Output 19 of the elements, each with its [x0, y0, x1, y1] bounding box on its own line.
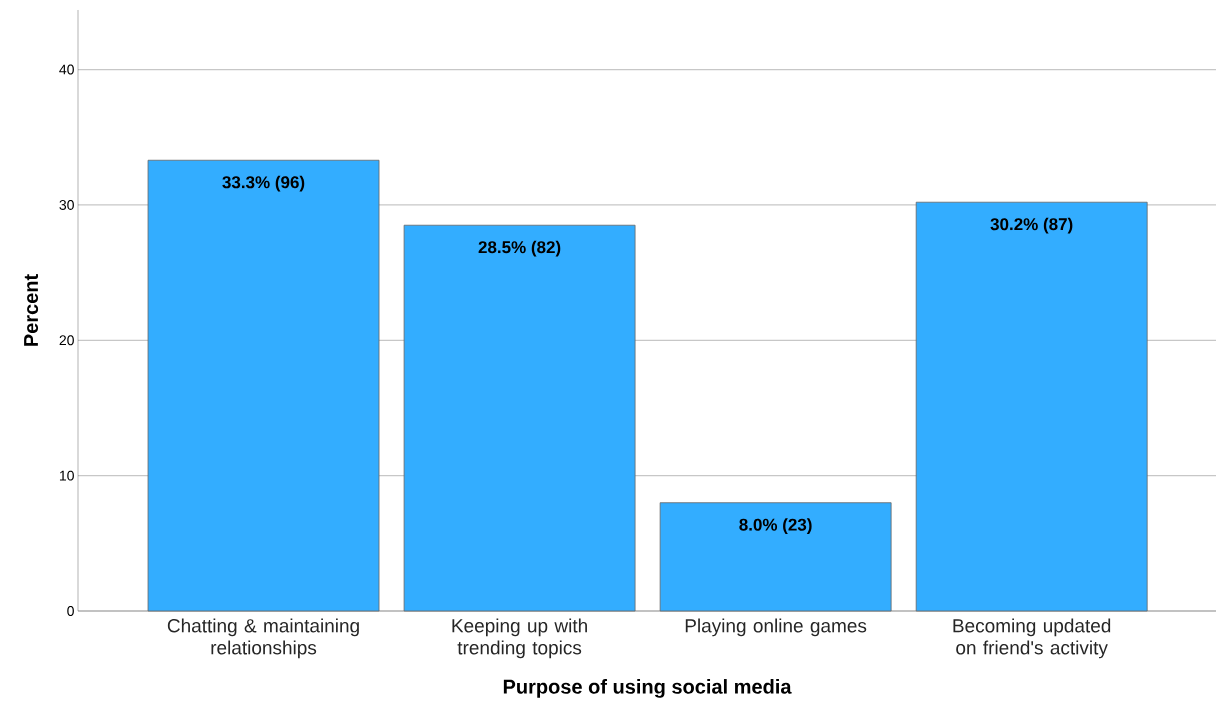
y-tick-label: 30	[59, 199, 74, 210]
x-tick-label: Playing online games	[685, 618, 867, 637]
bar	[403, 224, 636, 612]
x-tick-label: Becoming updated on friend's activity	[953, 618, 1111, 659]
y-tick-label: 20	[59, 335, 74, 346]
y-tick-label: 10	[59, 470, 74, 481]
data-label: 30.2% (87)	[990, 217, 1073, 234]
x-tick-label: Chatting & maintaining relationships	[167, 618, 359, 659]
bar	[659, 502, 892, 612]
y-tick-label: 40	[59, 64, 74, 75]
y-axis-title: Percent	[24, 274, 39, 346]
x-axis-title: Purpose of using social media	[503, 679, 792, 698]
data-label: 8.0% (23)	[739, 518, 812, 535]
x-tick-label: Keeping up with trending topics	[452, 618, 587, 659]
y-tick-label: 0	[67, 606, 74, 616]
bar	[915, 201, 1148, 612]
data-label: 33.3% (96)	[222, 175, 305, 192]
bar	[147, 159, 380, 612]
data-label: 28.5% (82)	[478, 240, 561, 257]
